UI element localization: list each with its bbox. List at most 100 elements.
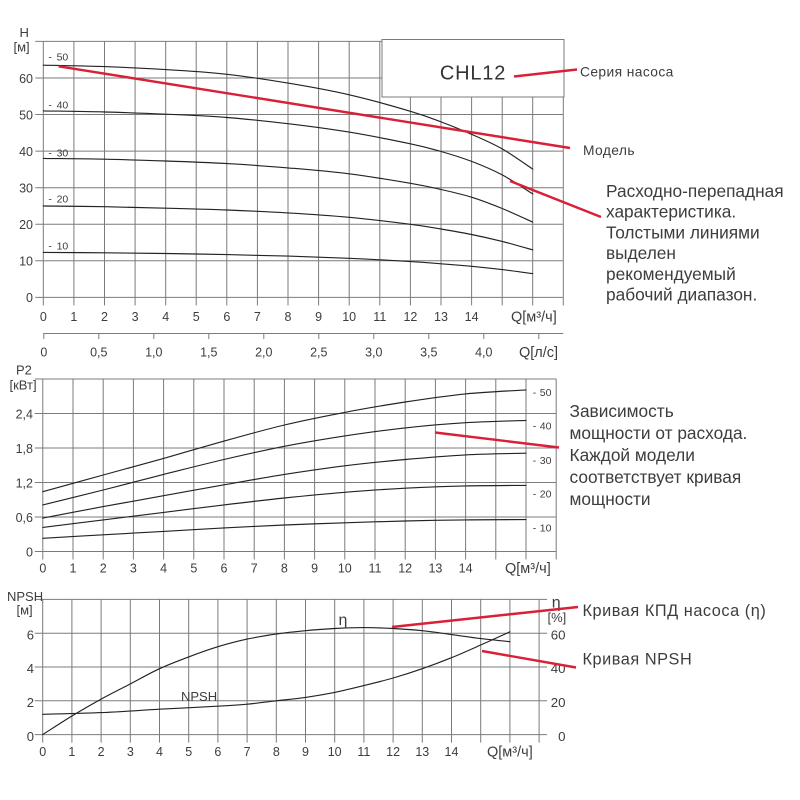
svg-text:Каждой модели: Каждой модели <box>570 445 695 465</box>
svg-text:1: 1 <box>70 562 77 576</box>
svg-text:-: - <box>533 522 537 534</box>
svg-text:-: - <box>48 194 52 206</box>
svg-text:η: η <box>552 595 561 612</box>
svg-text:-: - <box>48 148 52 160</box>
svg-text:Расходно-перепадная: Расходно-перепадная <box>606 181 784 201</box>
svg-text:3: 3 <box>132 310 139 324</box>
svg-text:рабочий диапазон.: рабочий диапазон. <box>606 285 757 305</box>
svg-text:0: 0 <box>26 291 33 305</box>
svg-text:мощности: мощности <box>570 489 651 509</box>
svg-text:Кривая КПД насоса (η): Кривая КПД насоса (η) <box>583 602 767 620</box>
svg-text:10: 10 <box>540 522 552 534</box>
svg-text:50: 50 <box>19 108 33 122</box>
svg-text:10: 10 <box>338 562 352 576</box>
svg-text:2: 2 <box>101 310 108 324</box>
svg-text:30: 30 <box>57 148 69 160</box>
svg-text:10: 10 <box>342 310 356 324</box>
svg-text:60: 60 <box>19 72 33 86</box>
svg-text:3: 3 <box>127 745 134 759</box>
svg-text:8: 8 <box>273 745 280 759</box>
svg-text:η: η <box>339 612 348 629</box>
svg-text:9: 9 <box>315 310 322 324</box>
svg-text:7: 7 <box>251 562 258 576</box>
svg-text:0: 0 <box>40 346 47 360</box>
svg-text:1,0: 1,0 <box>145 346 162 360</box>
svg-text:0: 0 <box>558 729 565 744</box>
svg-text:60: 60 <box>551 627 566 642</box>
svg-text:20: 20 <box>57 194 69 206</box>
svg-text:3: 3 <box>130 562 137 576</box>
svg-text:10: 10 <box>328 745 342 759</box>
svg-text:Серия насоса: Серия насоса <box>580 65 674 80</box>
svg-text:50: 50 <box>57 51 69 63</box>
svg-text:5: 5 <box>193 310 200 324</box>
svg-text:NPSH: NPSH <box>7 589 43 604</box>
svg-text:-: - <box>533 420 537 432</box>
svg-text:[%]: [%] <box>548 610 567 625</box>
svg-text:[м]: [м] <box>14 40 30 55</box>
svg-text:Кривая NPSH: Кривая NPSH <box>583 651 693 669</box>
svg-text:14: 14 <box>459 562 473 576</box>
svg-text:8: 8 <box>281 562 288 576</box>
svg-text:9: 9 <box>311 562 318 576</box>
svg-text:0: 0 <box>39 745 46 759</box>
svg-text:-: - <box>533 387 537 399</box>
svg-text:0,5: 0,5 <box>90 346 107 360</box>
svg-text:6: 6 <box>214 745 221 759</box>
svg-text:6: 6 <box>27 627 34 642</box>
svg-text:0: 0 <box>27 729 34 744</box>
svg-text:50: 50 <box>540 387 552 399</box>
svg-text:-: - <box>48 241 52 253</box>
svg-text:[м]: [м] <box>17 603 33 618</box>
svg-text:12: 12 <box>386 745 400 759</box>
svg-text:-: - <box>533 455 537 467</box>
svg-text:рекомендуемый: рекомендуемый <box>606 264 736 284</box>
svg-text:[кВт]: [кВт] <box>10 378 37 393</box>
svg-text:40: 40 <box>19 145 33 159</box>
svg-text:11: 11 <box>357 745 370 759</box>
svg-text:13: 13 <box>434 310 448 324</box>
svg-text:4: 4 <box>27 661 34 676</box>
svg-text:CHL12: CHL12 <box>440 63 506 85</box>
svg-text:12: 12 <box>403 310 417 324</box>
svg-text:4: 4 <box>162 310 169 324</box>
svg-text:6: 6 <box>223 310 230 324</box>
svg-text:20: 20 <box>551 695 566 710</box>
svg-text:13: 13 <box>428 562 442 576</box>
svg-text:NPSH: NPSH <box>181 689 217 704</box>
svg-text:1,2: 1,2 <box>16 476 33 490</box>
svg-text:4,0: 4,0 <box>475 346 492 360</box>
svg-text:Q[м³/ч]: Q[м³/ч] <box>487 745 533 761</box>
svg-text:Q[м³/ч]: Q[м³/ч] <box>505 561 551 577</box>
svg-text:H: H <box>20 25 29 40</box>
svg-text:5: 5 <box>185 745 192 759</box>
svg-text:10: 10 <box>57 241 69 253</box>
svg-text:-: - <box>533 488 537 500</box>
svg-text:1: 1 <box>68 745 75 759</box>
svg-text:4: 4 <box>156 745 163 759</box>
svg-text:0,6: 0,6 <box>16 511 33 525</box>
svg-text:20: 20 <box>540 488 552 500</box>
svg-text:2,0: 2,0 <box>255 346 272 360</box>
svg-text:Q[л/с]: Q[л/с] <box>519 345 558 361</box>
svg-text:Толстыми линиями: Толстыми линиями <box>606 222 760 242</box>
svg-text:14: 14 <box>445 745 459 759</box>
svg-text:Модель: Модель <box>583 143 635 158</box>
svg-text:2: 2 <box>100 562 107 576</box>
svg-text:3,5: 3,5 <box>420 346 437 360</box>
svg-text:13: 13 <box>415 745 429 759</box>
svg-text:8: 8 <box>285 310 292 324</box>
svg-text:40: 40 <box>540 420 552 432</box>
svg-text:2,5: 2,5 <box>310 346 327 360</box>
svg-text:мощности от расхода.: мощности от расхода. <box>570 423 748 443</box>
svg-text:7: 7 <box>244 745 251 759</box>
svg-text:-: - <box>48 100 52 112</box>
svg-text:2: 2 <box>27 695 34 710</box>
svg-text:7: 7 <box>254 310 261 324</box>
svg-text:14: 14 <box>465 310 479 324</box>
svg-text:6: 6 <box>221 562 228 576</box>
svg-text:Q[м³/ч]: Q[м³/ч] <box>511 310 557 326</box>
svg-text:-: - <box>48 51 52 63</box>
svg-text:0: 0 <box>39 562 46 576</box>
svg-text:30: 30 <box>540 455 552 467</box>
